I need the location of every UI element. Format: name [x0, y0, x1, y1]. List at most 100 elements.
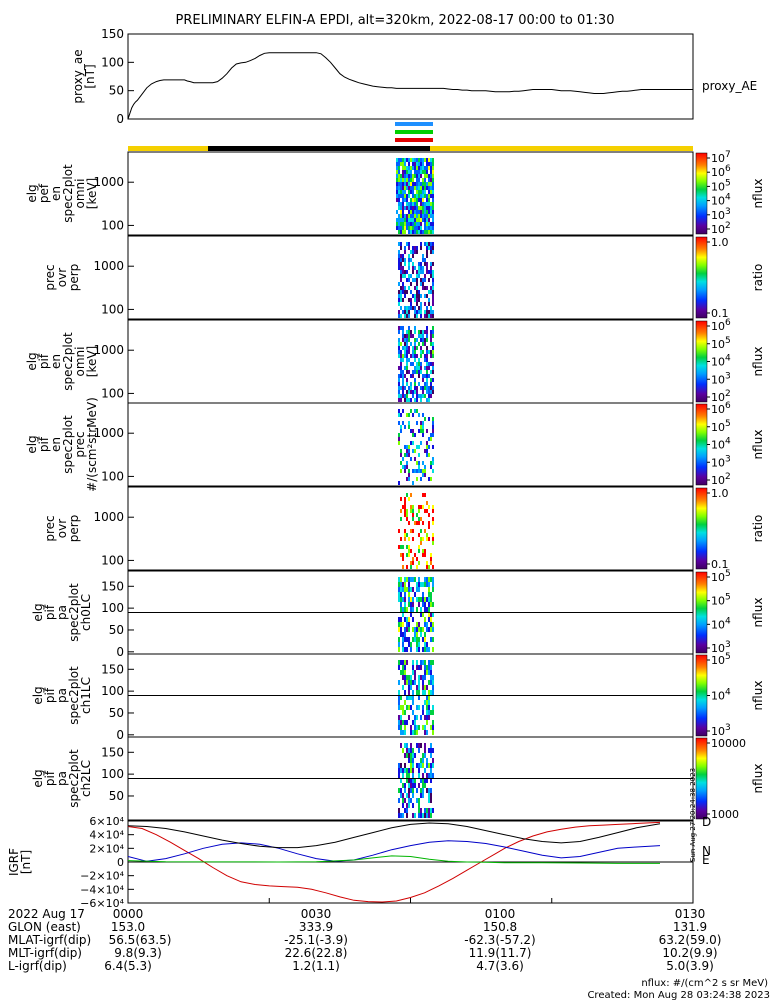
spectrogram-pixel	[402, 378, 404, 382]
spectrogram-pixel	[426, 374, 428, 378]
indicator-bar-blue	[395, 122, 433, 126]
spectrogram-pixel	[426, 695, 428, 700]
spectrogram-pixel	[432, 354, 434, 358]
spectrogram-pixel	[402, 587, 404, 592]
spectrogram-pixel	[400, 788, 402, 793]
spectrogram-pixel	[400, 725, 402, 730]
spectrogram-pixel	[432, 262, 434, 266]
spectrogram-pixel	[412, 346, 414, 350]
spectrogram-pixel	[402, 170, 404, 174]
spectrogram-pixel	[410, 587, 412, 592]
spectrogram-pixel	[422, 342, 424, 346]
spectrogram-pixel	[412, 710, 414, 715]
spectrogram-pixel	[408, 346, 410, 350]
spectrogram-pixel	[416, 627, 418, 632]
spectrogram-pixel	[402, 675, 404, 680]
spectrogram-pixel	[424, 338, 426, 342]
spectrogram-pixel	[408, 602, 410, 607]
spectrogram-pixel	[432, 242, 434, 246]
spectrogram-pixel	[398, 218, 400, 222]
spectrogram-pixel	[404, 730, 406, 735]
spectrogram-pixel	[418, 214, 420, 218]
spectrogram-pixel	[410, 409, 412, 413]
spectrogram-pixel	[404, 158, 406, 162]
spectrogram-pixel	[430, 166, 432, 170]
spectrogram-pixel	[424, 665, 426, 670]
spectrogram-pixel	[412, 753, 414, 758]
spectrogram-pixel	[428, 453, 430, 457]
spectrogram-pixel	[406, 637, 408, 642]
spectrogram-pixel	[420, 162, 422, 166]
colorbar-tick-label: 104	[711, 193, 731, 208]
spectrogram-pixel	[432, 445, 434, 449]
footer-labels: 2022 Aug 17 0000 0030 0100 0130 GLON (ea…	[8, 907, 721, 973]
spectrogram-pixel	[432, 314, 434, 318]
spectrogram-pixel	[408, 690, 410, 695]
spectrogram-pixel	[404, 274, 406, 278]
spectrogram-pixel	[414, 214, 416, 218]
spectrogram-pixel	[400, 222, 402, 226]
spectrogram-pixel	[432, 730, 434, 735]
spectrogram-pixel	[426, 685, 428, 690]
spectrogram-pixel	[426, 577, 428, 582]
spectrogram-pixel	[422, 378, 424, 382]
ae-ytick-label: 0	[116, 112, 124, 126]
spectrogram-pixel	[396, 158, 398, 162]
spectrogram-pixel	[412, 210, 414, 214]
spectrogram-pixel	[430, 665, 432, 670]
spectrogram-pixel	[426, 647, 428, 652]
spectrogram-pixel	[400, 743, 402, 748]
spectrogram-pixel	[420, 334, 422, 338]
spectrogram-pixel	[428, 437, 430, 441]
spectrogram-pixel	[420, 338, 422, 342]
spectrogram-pixel	[426, 453, 428, 457]
spectrogram-pixel	[428, 394, 430, 398]
spectrogram-pixel	[408, 497, 410, 501]
spectrogram-pixel	[406, 477, 408, 481]
spectrogram-pixel	[432, 286, 434, 290]
spectrogram-pixel	[402, 202, 404, 206]
spectrogram-pixel	[412, 505, 414, 509]
spectrogram-pixel	[406, 278, 408, 282]
panel-ylabel-line: [keV]	[85, 346, 99, 377]
spectrogram-pixel	[404, 178, 406, 182]
spectrogram-pixel	[404, 445, 406, 449]
spectrogram-pixel	[404, 798, 406, 803]
spectrogram-pixel	[406, 545, 408, 549]
footer-l-1: 1.2(1.1)	[292, 959, 340, 973]
spectrogram-pixel	[412, 413, 414, 417]
spectrogram-pixel	[424, 166, 426, 170]
spectrogram-pixel	[412, 158, 414, 162]
spectrogram-pixel	[420, 242, 422, 246]
spectrogram-pixel	[408, 334, 410, 338]
spectrogram-pixel	[420, 660, 422, 665]
spectrogram-pixel	[418, 695, 420, 700]
spectrogram-pixel	[408, 230, 410, 234]
spectrogram-pixel	[430, 290, 432, 294]
panel-ylabel-line: ovr	[55, 268, 69, 287]
spectrogram-pixel	[404, 808, 406, 813]
spectrogram-pixel	[428, 366, 430, 370]
spectrogram-pixel	[426, 246, 428, 250]
spectrogram-pixel	[430, 182, 432, 186]
spectrogram-pixel	[400, 461, 402, 465]
spectrogram-pixel	[406, 378, 408, 382]
spectrogram-pixel	[430, 262, 432, 266]
spectrogram-pixel	[402, 720, 404, 725]
spectrogram-pixel	[414, 553, 416, 557]
spectrogram-pixel	[416, 715, 418, 720]
spectrogram-pixel	[404, 246, 406, 250]
spectrogram-pixel	[422, 612, 424, 617]
spectrogram-pixel	[412, 730, 414, 735]
spectrogram-pixel	[416, 642, 418, 647]
spectrogram-pixel	[412, 607, 414, 612]
spectrogram-pixel	[400, 622, 402, 627]
spectrogram-pixel	[426, 350, 428, 354]
colorbar-tick-label: 104	[711, 688, 731, 703]
spectrogram-pixel	[428, 246, 430, 250]
spectrogram-pixel	[412, 194, 414, 198]
spectrogram-pixel	[400, 206, 402, 210]
panel-ylabel-line: omni	[73, 179, 87, 209]
igrf-legend-E: E	[702, 853, 710, 867]
